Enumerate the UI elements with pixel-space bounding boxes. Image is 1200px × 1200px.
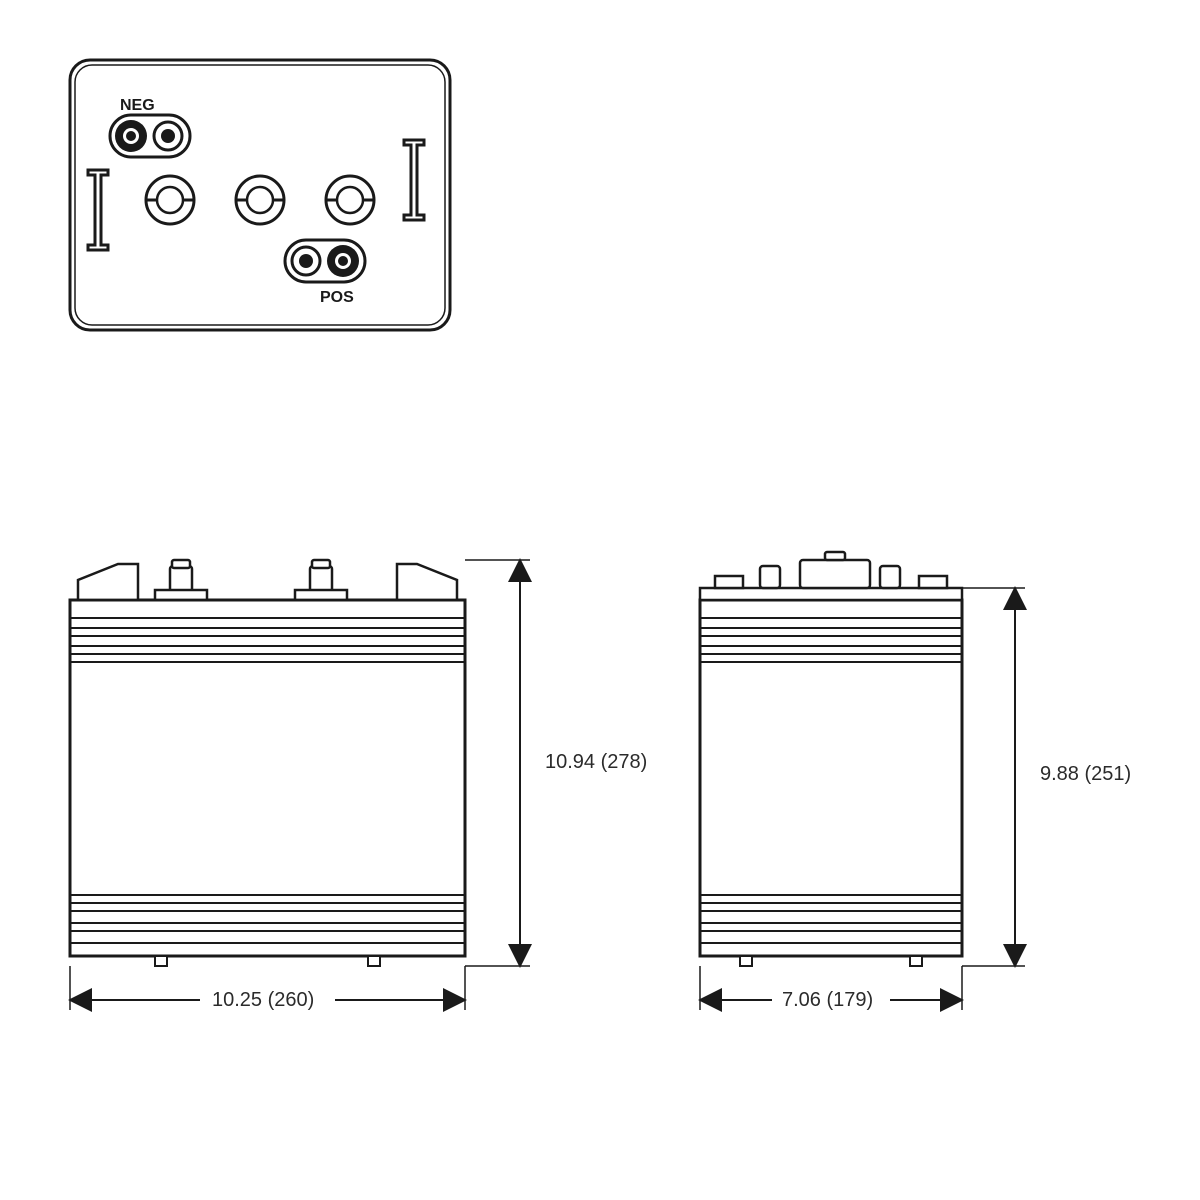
vent-caps: [146, 176, 374, 224]
side-view: [700, 552, 962, 966]
top-view: NEG: [70, 60, 450, 330]
front-height-dimension: 10.94 (278): [465, 560, 647, 966]
front-width-dimension: 10.25 (260): [70, 966, 465, 1012]
front-view: [70, 560, 465, 966]
neg-terminal: [110, 115, 190, 157]
pos-label: POS: [320, 289, 354, 306]
technical-drawing: NEG: [0, 0, 1200, 1200]
side-height-text: 9.88 (251): [1040, 763, 1131, 785]
side-width-dimension: 7.06 (179): [700, 966, 962, 1012]
side-width-text: 7.06 (179): [782, 989, 873, 1011]
neg-label: NEG: [120, 97, 155, 114]
front-width-text: 10.25 (260): [212, 989, 314, 1011]
pos-terminal: [285, 240, 365, 282]
side-height-dimension: 9.88 (251): [962, 588, 1131, 966]
front-height-text: 10.94 (278): [545, 751, 647, 773]
